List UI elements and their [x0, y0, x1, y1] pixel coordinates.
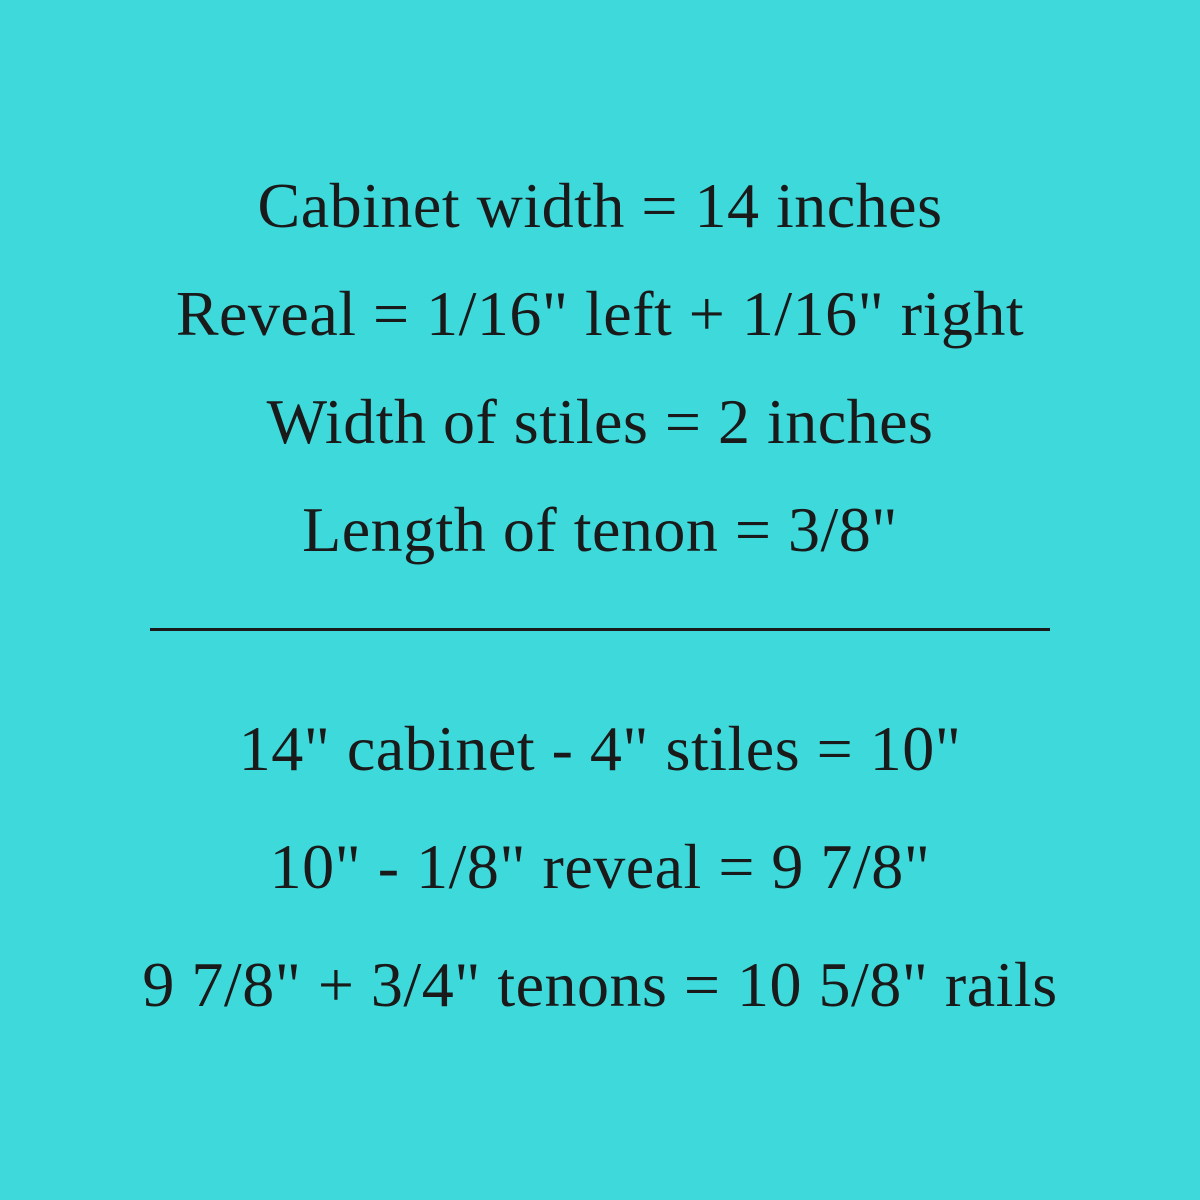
calc-step-3: 9 7/8" + 3/4" tenons = 10 5/8" rails [142, 937, 1057, 1033]
tenon-length-line: Length of tenon = 3/8" [176, 482, 1024, 578]
cabinet-width-line: Cabinet width = 14 inches [176, 158, 1024, 254]
given-values-section: Cabinet width = 14 inches Reveal = 1/16"… [176, 146, 1024, 590]
calculation-card: Cabinet width = 14 inches Reveal = 1/16"… [0, 86, 1200, 1115]
calc-step-1: 14" cabinet - 4" stiles = 10" [142, 701, 1057, 797]
calc-step-2: 10" - 1/8" reveal = 9 7/8" [142, 819, 1057, 915]
horizontal-divider [150, 628, 1050, 631]
stiles-width-line: Width of stiles = 2 inches [176, 374, 1024, 470]
reveal-line: Reveal = 1/16" left + 1/16" right [176, 266, 1024, 362]
calculation-steps-section: 14" cabinet - 4" stiles = 10" 10" - 1/8"… [142, 679, 1057, 1055]
